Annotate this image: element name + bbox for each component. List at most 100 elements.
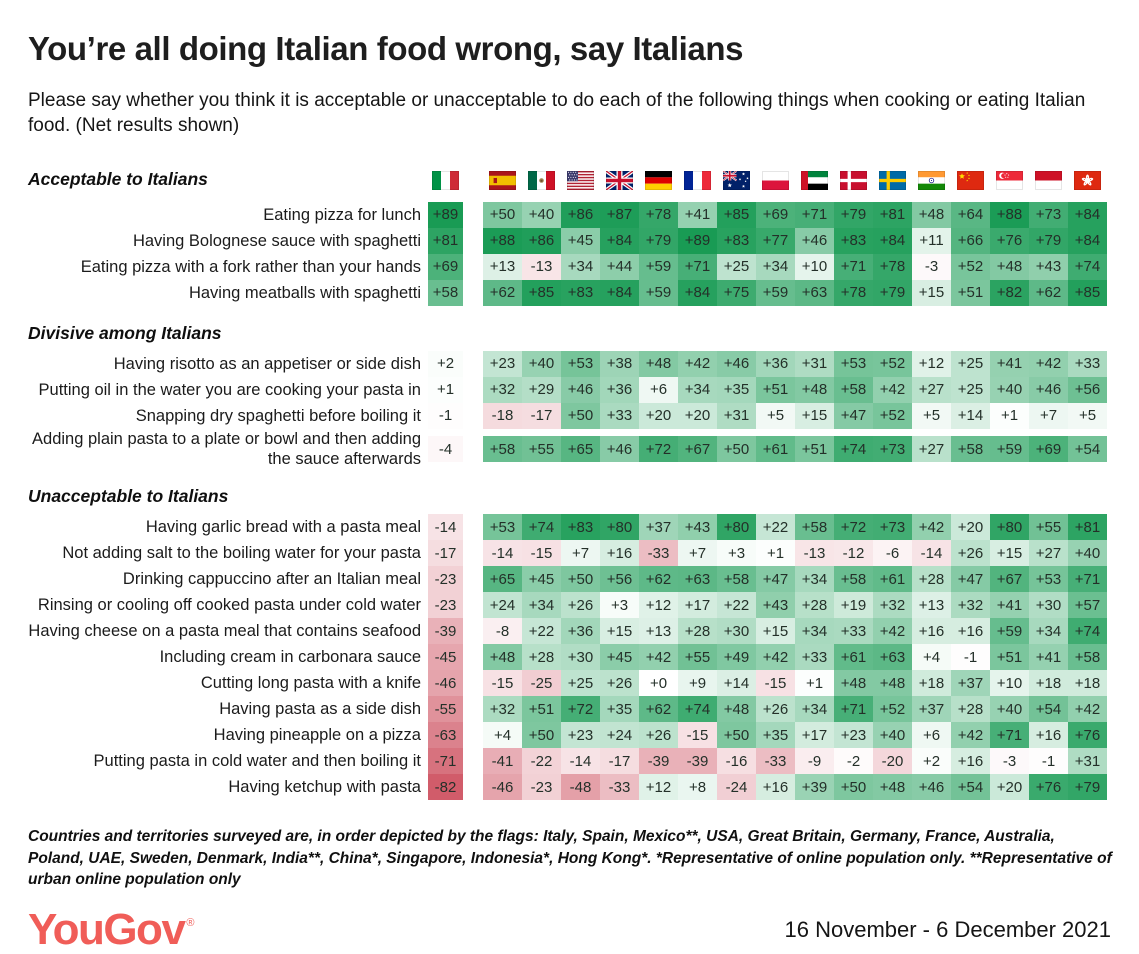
value-cell: +81 bbox=[873, 201, 912, 228]
table-row: Including cream in carbonara sauce -45 +48… bbox=[28, 644, 1111, 671]
value-cell: +61 bbox=[873, 566, 912, 593]
value-cell: -24 bbox=[717, 774, 756, 801]
value-cell: +42 bbox=[756, 644, 795, 671]
value-cell: -18 bbox=[483, 402, 522, 429]
value-cell: +28 bbox=[912, 566, 951, 593]
value-cell: +56 bbox=[600, 566, 639, 593]
value-cell: +51 bbox=[951, 279, 990, 306]
value-cell: +4 bbox=[912, 644, 951, 671]
value-cell: +78 bbox=[834, 279, 873, 306]
value-cell: +26 bbox=[561, 592, 600, 619]
value-cell: +34 bbox=[678, 376, 717, 403]
value-cell: +26 bbox=[600, 670, 639, 697]
value-cell: +7 bbox=[561, 540, 600, 567]
value-cell: +6 bbox=[912, 722, 951, 749]
value-cell: +76 bbox=[1068, 722, 1107, 749]
value-cell: +72 bbox=[639, 436, 678, 463]
value-cell: -17 bbox=[600, 748, 639, 775]
value-cell: +24 bbox=[483, 592, 522, 619]
value-cell: +29 bbox=[522, 376, 561, 403]
value-cell: -33 bbox=[756, 748, 795, 775]
value-cell: +61 bbox=[756, 436, 795, 463]
value-cell: +48 bbox=[990, 253, 1029, 280]
value-cell: +78 bbox=[873, 253, 912, 280]
value-cell: +12 bbox=[639, 774, 678, 801]
value-cell: -6 bbox=[873, 540, 912, 567]
value-cell: +15 bbox=[600, 618, 639, 645]
value-cell: +54 bbox=[1029, 696, 1068, 723]
value-cell: +18 bbox=[1029, 670, 1068, 697]
value-cell: +41 bbox=[1029, 644, 1068, 671]
italy-value-cell: -1 bbox=[428, 402, 463, 429]
value-cell: +73 bbox=[873, 436, 912, 463]
value-cell: +33 bbox=[600, 402, 639, 429]
table-row: Having cheese on a pasta meal that conta… bbox=[28, 618, 1111, 645]
value-cell: +56 bbox=[1068, 376, 1107, 403]
value-cell: +45 bbox=[561, 227, 600, 254]
value-cell: +54 bbox=[951, 774, 990, 801]
value-cell: +84 bbox=[600, 279, 639, 306]
value-cell: +28 bbox=[795, 592, 834, 619]
value-cell: +20 bbox=[678, 402, 717, 429]
italy-value-cell: -23 bbox=[428, 592, 463, 619]
value-cell: +62 bbox=[483, 279, 522, 306]
value-cell: -14 bbox=[912, 540, 951, 567]
value-cell: +26 bbox=[639, 722, 678, 749]
value-cell: +20 bbox=[639, 402, 678, 429]
value-cell: +44 bbox=[600, 253, 639, 280]
row-label: Having cheese on a pasta meal that conta… bbox=[28, 622, 421, 641]
value-cell: +42 bbox=[639, 644, 678, 671]
table-row: Having pasta as a side dish -55 +32 +51 +72 +… bbox=[28, 696, 1111, 723]
value-cell: +63 bbox=[873, 644, 912, 671]
value-cell: +18 bbox=[1068, 670, 1107, 697]
value-cell: +59 bbox=[990, 436, 1029, 463]
value-cell: +14 bbox=[951, 402, 990, 429]
value-cell: +71 bbox=[990, 722, 1029, 749]
value-cell: +84 bbox=[1068, 227, 1107, 254]
row-label: Having pineapple on a pizza bbox=[213, 726, 421, 745]
value-cell: +65 bbox=[561, 436, 600, 463]
value-cell: +76 bbox=[990, 227, 1029, 254]
value-cell: +88 bbox=[483, 227, 522, 254]
section-title-acceptable: Acceptable to Italians bbox=[28, 168, 208, 189]
value-cell: +82 bbox=[990, 279, 1029, 306]
table-row: Having meatballs with spaghetti +58 +62 +85… bbox=[28, 279, 1111, 306]
value-cell: +61 bbox=[834, 644, 873, 671]
italy-value-cell: -63 bbox=[428, 722, 463, 749]
flag-icon-france bbox=[678, 170, 717, 190]
value-cell: +50 bbox=[522, 722, 561, 749]
value-cell: +28 bbox=[951, 696, 990, 723]
flag-icon-poland bbox=[756, 170, 795, 190]
value-cell: +25 bbox=[951, 350, 990, 377]
italy-value-cell: +58 bbox=[428, 279, 463, 306]
value-cell: +26 bbox=[951, 540, 990, 567]
value-cell: +74 bbox=[834, 436, 873, 463]
table-row: Putting oil in the water you are cooking… bbox=[28, 376, 1111, 403]
row-label: Drinking cappuccino after an Italian mea… bbox=[122, 570, 421, 589]
value-cell: +79 bbox=[834, 201, 873, 228]
value-cell: +25 bbox=[951, 376, 990, 403]
value-cell: -17 bbox=[522, 402, 561, 429]
value-cell: -46 bbox=[483, 774, 522, 801]
value-cell: +48 bbox=[717, 696, 756, 723]
value-cell: -15 bbox=[678, 722, 717, 749]
value-cell: +23 bbox=[561, 722, 600, 749]
value-cell: +85 bbox=[522, 279, 561, 306]
value-cell: +35 bbox=[756, 722, 795, 749]
value-cell: -39 bbox=[639, 748, 678, 775]
value-cell: +84 bbox=[600, 227, 639, 254]
value-cell: +46 bbox=[795, 227, 834, 254]
italy-value-cell: +2 bbox=[428, 350, 463, 377]
value-cell: +59 bbox=[990, 618, 1029, 645]
value-cell: +39 bbox=[795, 774, 834, 801]
value-cell: +34 bbox=[561, 253, 600, 280]
row-label: Including cream in carbonara sauce bbox=[159, 648, 421, 667]
table-row: Having Bolognese sauce with spaghetti +81… bbox=[28, 227, 1111, 254]
value-cell: -39 bbox=[678, 748, 717, 775]
value-cell: +59 bbox=[639, 279, 678, 306]
value-cell: -13 bbox=[522, 253, 561, 280]
value-cell: +43 bbox=[1029, 253, 1068, 280]
value-cell: +35 bbox=[717, 376, 756, 403]
value-cell: +78 bbox=[639, 201, 678, 228]
